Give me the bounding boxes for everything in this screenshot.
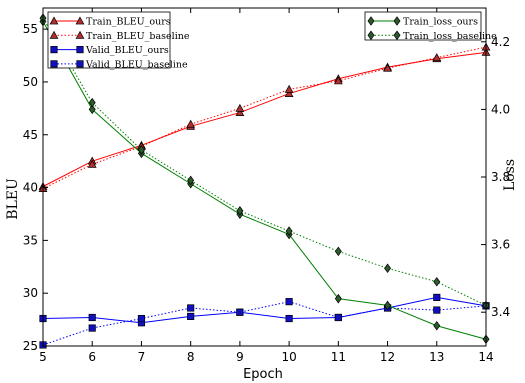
x-tick-label: 14 <box>478 350 493 364</box>
x-tick-label: 12 <box>380 350 395 364</box>
y-right-tick-label: 4.2 <box>491 35 510 49</box>
data-point <box>284 89 294 97</box>
series-line <box>42 296 487 324</box>
y-left-tick-label: 55 <box>23 22 38 36</box>
data-point <box>187 304 195 312</box>
x-tick-label: 9 <box>236 350 244 364</box>
legend-marker <box>75 30 85 39</box>
series-valid-bleu-baseline <box>39 298 490 349</box>
y-left-tick-label: 30 <box>23 286 38 300</box>
y-right-tick-label: 3.8 <box>491 170 510 184</box>
y-right-tick-label: 3.4 <box>491 305 510 319</box>
legend-marker <box>49 16 59 25</box>
x-tick-label: 6 <box>88 350 96 364</box>
legend-marker <box>50 60 58 68</box>
data-point <box>186 119 196 128</box>
data-point <box>137 314 146 323</box>
y-right-tick-label: 4.0 <box>491 102 510 116</box>
data-point <box>187 312 195 321</box>
data-point <box>433 320 441 331</box>
series-train-loss-baseline <box>39 13 490 311</box>
y-right-tick-label: 3.6 <box>491 238 510 252</box>
data-point <box>433 293 441 301</box>
legend-marker <box>393 16 401 26</box>
data-point <box>334 313 342 322</box>
data-point <box>284 84 294 93</box>
data-point <box>187 175 195 186</box>
legend-marker <box>76 60 84 68</box>
legend-label: Valid_BLEU_baseline <box>85 59 188 70</box>
legend-label: Train_BLEU_baseline <box>86 31 190 42</box>
data-point <box>88 104 96 115</box>
legend-label: Valid_BLEU_ours <box>85 45 169 56</box>
y-left-tick-label: 45 <box>23 128 38 142</box>
x-tick-label: 5 <box>39 350 47 364</box>
x-axis-label: Epoch <box>243 367 283 382</box>
x-tick-label: 7 <box>138 350 146 364</box>
legend-marker <box>49 30 59 39</box>
series-line <box>42 17 487 306</box>
x-tick-label: 13 <box>429 350 444 364</box>
data-point <box>433 277 441 287</box>
y-left-tick-label: 40 <box>23 181 38 195</box>
series-line <box>42 51 487 187</box>
y-axis-left-label: BLEU <box>5 178 21 220</box>
legend-marker <box>50 46 58 54</box>
data-point <box>432 53 442 62</box>
data-point <box>334 293 342 304</box>
data-point <box>384 263 392 274</box>
data-point <box>285 226 293 236</box>
legend-frame <box>364 11 482 41</box>
series-line <box>42 21 487 340</box>
data-point <box>383 63 392 72</box>
data-point <box>137 145 145 155</box>
series-valid-bleu-ours <box>39 293 490 327</box>
data-point <box>88 97 96 108</box>
legend-marker <box>393 30 401 41</box>
y-left-tick-label: 35 <box>23 233 38 247</box>
x-tick-label: 8 <box>187 350 195 364</box>
series-line <box>42 301 487 346</box>
data-point <box>433 306 441 314</box>
legend-marker <box>367 30 375 41</box>
y-axis-right-label: Loss <box>502 159 518 191</box>
y-left-tick-label: 50 <box>23 75 38 89</box>
data-point <box>333 76 343 85</box>
legend-marker <box>367 16 375 26</box>
x-tick-label: 10 <box>281 350 296 364</box>
legend-label: Train_loss_baseline <box>403 31 497 42</box>
legend: Train_BLEU_ours Train_BLEU_baseline Valid_… <box>47 11 190 70</box>
legend-marker <box>76 46 84 54</box>
y-left-tick-label: 25 <box>23 339 38 353</box>
data-point <box>235 103 245 112</box>
data-point <box>236 206 244 216</box>
legend-label: Train_loss_ours <box>403 17 478 28</box>
data-point <box>285 314 293 323</box>
data-point <box>235 108 245 116</box>
data-point <box>334 246 342 257</box>
legend-marker <box>75 16 85 25</box>
series-line <box>42 46 487 190</box>
data-point <box>88 324 96 332</box>
data-point <box>87 159 97 168</box>
legend-label: Train_BLEU_ours <box>86 17 171 28</box>
x-tick-label: 11 <box>331 350 346 364</box>
axes-layer: 5 6 7 8 9 10 11 12 13 14 25 30 35 40 45 50 55 3.4 3.6 3.8 4.… <box>23 7 510 364</box>
data-point <box>285 298 293 306</box>
legend: Train_loss_ours Train_loss_baseline <box>364 11 497 42</box>
data-point <box>88 313 96 322</box>
legend-layer: Train_BLEU_ours Train_BLEU_baseline Valid_… <box>47 11 497 70</box>
data-point <box>236 308 244 316</box>
data-point <box>384 300 392 311</box>
